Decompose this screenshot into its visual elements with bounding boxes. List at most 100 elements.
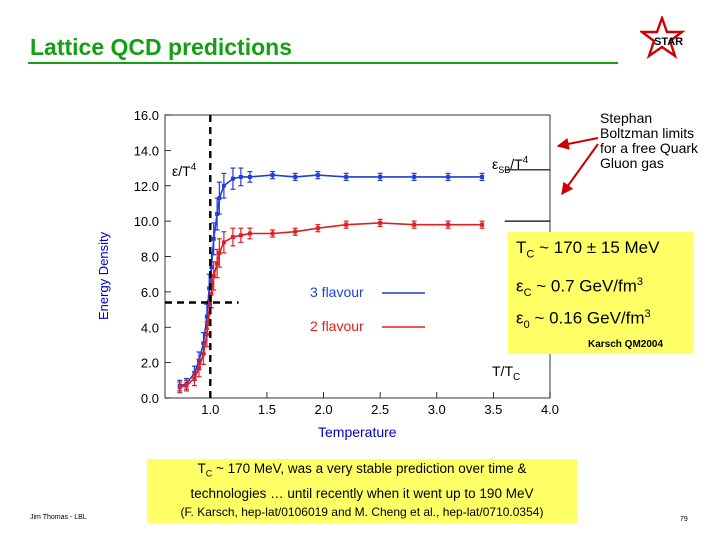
tc-symbol: T: [516, 238, 527, 257]
note-line-1-rest: ~ 170 MeV, was a very stable prediction …: [212, 461, 527, 476]
x-tick-label: 3.5: [484, 402, 502, 415]
qcd-chart: 0.0 2.0 4.0 6.0 8.0 10.0 12.0 14.0 16.0 1.0 1.5 2.…: [134, 110, 559, 415]
x-tick-label: 1.0: [201, 402, 219, 415]
series-2-flavour-point: [270, 231, 275, 236]
karsch-reference: Karsch QM2004: [588, 339, 664, 350]
sb-label: εSB/T4: [492, 155, 529, 175]
y-tick-label: 6.0: [141, 285, 159, 300]
series-2-flavour-point: [211, 273, 216, 278]
series-3-flavour-point: [344, 174, 349, 179]
series-3-flavour-point: [446, 174, 451, 179]
series-2-flavour-point: [247, 231, 252, 236]
y-tick-label: 2.0: [141, 356, 159, 371]
series-3-flavour-point: [293, 174, 298, 179]
sb-label-rest: /T: [510, 156, 523, 172]
series-2-flavour-point: [201, 351, 206, 356]
series-3-flavour-point: [480, 174, 485, 179]
series-2-flavour-point: [196, 365, 201, 370]
series-3-flavour-point: [247, 174, 252, 179]
star-logo-text: STAR: [654, 36, 683, 48]
ec-sup: 3: [636, 276, 644, 288]
tc-parameter: TC ~ 170 ± 15 MeV: [516, 238, 659, 260]
series-2-flavour-point: [378, 220, 383, 225]
y-tick-label: 12.0: [134, 179, 159, 194]
note-line-2: technologies … until recently when it we…: [190, 485, 534, 501]
series-3-flavour-line: [179, 174, 483, 387]
x-tick-label: 2.0: [314, 402, 332, 415]
series-2-flavour-point: [209, 291, 214, 296]
arrow-to-3-flavour-limit: [556, 137, 599, 150]
sb-label-sup: 4: [523, 155, 529, 166]
e0-sup: 3: [644, 308, 651, 320]
x-tick-label: 1.5: [258, 402, 276, 415]
y-ticks: 0.0 2.0 4.0 6.0 8.0 10.0 12.0 14.0 16.0: [134, 110, 171, 406]
series-2-flavour-point: [446, 222, 451, 227]
series-2-flavour-line: [179, 222, 483, 389]
legend-2-flavour-label: 2 flavour: [310, 318, 364, 334]
tc-note-box: TC ~ 170 MeV, was a very stable predicti…: [147, 459, 577, 523]
legend-3-flavour-label: 3 flavour: [310, 284, 364, 300]
annotation-arrows: [556, 137, 599, 195]
series-2-flavour-point: [480, 222, 485, 227]
x-ticks: 1.0 1.5 2.0 2.5 3.0 3.5 4.0: [201, 392, 559, 415]
tc-sub: C: [526, 248, 535, 261]
x-axis-label-text: T/T: [492, 363, 513, 379]
e0-value: ~ 0.16 GeV/fm: [529, 308, 645, 328]
series-2-flavour-point: [215, 261, 220, 266]
ec-symbol: ε: [516, 276, 524, 296]
star-logo: STAR: [640, 16, 686, 60]
title-underline: [28, 62, 618, 64]
series-3-flavour-point: [315, 173, 320, 178]
y-tick-label: 4.0: [141, 320, 159, 335]
series-2-flavour-point: [221, 240, 226, 245]
series-2-flavour-point: [412, 222, 417, 227]
series-2-flavour-point: [204, 332, 209, 337]
series-2-flavour-point: [238, 233, 243, 238]
series-3-flavour-point: [270, 173, 275, 178]
series-2-flavour-point: [184, 383, 189, 388]
series-3-flavour-point: [209, 265, 214, 270]
series-2-flavour-point: [293, 229, 298, 234]
note-line-1: TC ~ 170 MeV, was a very stable predicti…: [147, 459, 577, 484]
y-axis-label: ε/T4: [172, 162, 197, 179]
x-tick-label: 3.0: [428, 402, 446, 415]
note-t: T: [197, 461, 206, 476]
e0-symbol: ε: [516, 308, 524, 328]
x-tick-label: 4.0: [541, 402, 559, 415]
author-footer: Jim Thomas - LBL: [30, 514, 87, 521]
series-3-flavour-point: [217, 196, 222, 201]
note-t-sub: C: [205, 468, 213, 479]
series-group: [177, 167, 550, 394]
series-2-flavour-point: [344, 222, 349, 227]
series-2-flavour-point: [230, 235, 235, 240]
ec-sub: C: [523, 287, 532, 300]
e0-parameter: ε0 ~ 0.16 GeV/fm3: [516, 308, 651, 331]
sb-label-sub: SB: [498, 165, 510, 175]
arrow-to-2-flavour-limit: [561, 143, 599, 195]
series-2-flavour-point: [192, 376, 197, 381]
note-line-3: (F. Karsch, hep-lat/0106019 and M. Cheng…: [180, 504, 544, 519]
x-axis-label: T/TC: [492, 363, 520, 383]
x-tick-label: 2.5: [371, 402, 389, 415]
page-number: 79: [680, 516, 688, 523]
series-3-flavour-point: [412, 174, 417, 179]
series-2-flavour-point: [217, 250, 222, 255]
series-2-flavour-point: [315, 226, 320, 231]
e0-sub: 0: [523, 319, 530, 332]
y-axis-label-text: ε/T: [172, 163, 191, 179]
series-3-flavour-point: [211, 236, 216, 241]
ec-parameter: εC ~ 0.7 GeV/fm3: [516, 276, 643, 299]
parameters-box: TC ~ 170 ± 15 MeV εC ~ 0.7 GeV/fm3 ε0 ~ …: [508, 232, 693, 354]
y-tick-label: 16.0: [134, 110, 159, 123]
slide-title: Lattice QCD predictions: [30, 34, 292, 60]
series-3-flavour-point: [221, 183, 226, 188]
y-tick-label: 8.0: [141, 250, 159, 265]
series-3-flavour-point: [230, 176, 235, 181]
series-3-flavour-point: [238, 174, 243, 179]
series-3-flavour-point: [204, 314, 209, 319]
x-axis-caption: Temperature: [318, 424, 397, 440]
x-axis-label-sub: C: [513, 372, 520, 383]
sb-label-eps: ε: [492, 156, 498, 172]
ec-value: ~ 0.7 GeV/fm: [531, 276, 637, 296]
y-tick-label: 0.0: [141, 391, 159, 406]
